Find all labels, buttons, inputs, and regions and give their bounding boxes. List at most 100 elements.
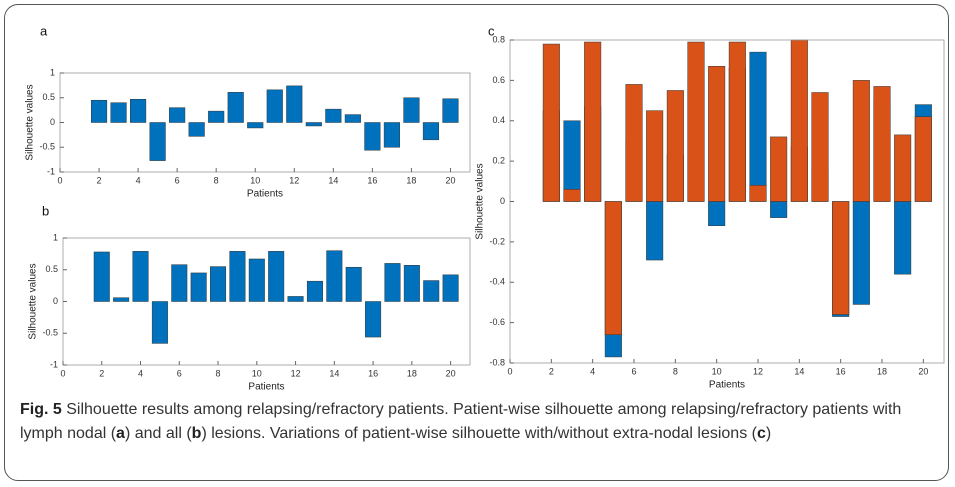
bar (383, 122, 400, 148)
y-tick-label: -0.6 (489, 317, 505, 327)
y-tick-label: 0.5 (45, 264, 58, 274)
bar (384, 263, 401, 302)
bar (344, 114, 361, 123)
y-tick-label: -0.4 (489, 277, 505, 287)
caption-ref: b (191, 425, 202, 442)
panel-label: b (42, 203, 49, 218)
y-axis-label: Silhouette values (28, 263, 39, 339)
panel-label: a (40, 23, 48, 38)
bar (604, 201, 622, 335)
x-tick-label: 4 (138, 368, 143, 378)
panel-label: c (488, 23, 495, 38)
bar (811, 92, 829, 202)
x-tick-label: 20 (445, 175, 455, 185)
bar (403, 265, 420, 302)
y-tick-label: -0.5 (42, 328, 58, 338)
y-tick-label: -0.2 (489, 236, 505, 246)
bar (687, 41, 705, 202)
x-tick-label: 10 (250, 175, 260, 185)
y-tick-label: 0 (500, 196, 505, 206)
bar (132, 251, 149, 302)
x-tick-label: 20 (446, 368, 456, 378)
bar (90, 99, 108, 123)
bar (749, 185, 767, 202)
caption-ref: c (756, 425, 766, 442)
caption-text: ) and all ( (124, 425, 192, 442)
bar (542, 43, 560, 202)
bar (708, 65, 726, 202)
x-axis-label: Patients (247, 189, 283, 200)
bar (365, 301, 382, 338)
bar (93, 251, 110, 302)
x-tick-label: 2 (99, 368, 104, 378)
caption-ref: a (116, 425, 125, 442)
y-tick-label: 0 (50, 117, 55, 127)
bar (305, 122, 322, 127)
figure: a-1-0.500.510 2 4 6 8 10 12 14 16 18 20PatientsSil… (25, 23, 945, 393)
x-tick-label: 10 (712, 366, 722, 376)
bar (852, 201, 870, 305)
y-tick-label: 0.2 (492, 156, 505, 166)
x-tick-label: 0 (60, 368, 65, 378)
bar (364, 122, 381, 151)
bar (442, 98, 459, 123)
x-tick-label: 12 (289, 175, 299, 185)
x-tick-label: 16 (367, 175, 377, 185)
bar (113, 297, 130, 302)
x-tick-label: 16 (836, 366, 846, 376)
x-tick-label: 12 (291, 368, 301, 378)
bar (306, 280, 323, 302)
y-axis-label: Silhouette values (475, 163, 486, 239)
bar (770, 201, 788, 218)
figure-frame (4, 4, 949, 481)
x-tick-label: 18 (877, 366, 887, 376)
bar (708, 201, 726, 226)
x-tick-label: 16 (368, 368, 378, 378)
bar (266, 89, 283, 123)
x-tick-label: 6 (177, 368, 182, 378)
x-tick-label: 8 (214, 175, 219, 185)
bar (325, 108, 342, 123)
caption-text: ) (765, 425, 772, 442)
caption-text: Silhouette results among relapsing/refra… (20, 401, 902, 442)
bar (227, 92, 244, 123)
bar (171, 264, 188, 302)
bar (584, 41, 602, 202)
bar (442, 274, 459, 302)
x-tick-label: 20 (918, 366, 928, 376)
bar (248, 258, 265, 302)
y-tick-label: -0.8 (489, 357, 505, 367)
x-axis-label: Patients (248, 382, 284, 393)
bar (247, 122, 264, 129)
x-tick-label: 14 (328, 175, 338, 185)
bar (188, 122, 205, 137)
bar (423, 280, 440, 302)
x-tick-label: 0 (507, 366, 512, 376)
bar (563, 189, 581, 202)
y-tick-label: -1 (47, 166, 55, 176)
bar (130, 98, 147, 123)
y-axis-label: Silhouette values (25, 84, 36, 160)
y-tick-label: 0 (53, 296, 58, 306)
x-tick-label: 0 (57, 175, 62, 185)
bar (190, 272, 207, 302)
bar (326, 250, 343, 302)
x-tick-label: 10 (252, 368, 262, 378)
y-tick-label: 0.5 (42, 92, 55, 102)
y-tick-label: 0.6 (492, 75, 505, 85)
x-tick-label: 18 (407, 368, 417, 378)
x-tick-label: 4 (590, 366, 595, 376)
bar (110, 102, 127, 123)
bar (229, 251, 246, 302)
caption-label: Fig. 5 (20, 401, 62, 418)
x-tick-label: 6 (631, 366, 636, 376)
bar (208, 110, 225, 123)
x-tick-label: 2 (97, 175, 102, 185)
bar (625, 84, 643, 202)
bar (345, 266, 362, 302)
y-tick-label: 0.4 (492, 115, 505, 125)
bar (852, 80, 870, 202)
caption-text: ) lesions. Variations of patient-wise si… (201, 425, 757, 442)
bar (422, 122, 440, 141)
